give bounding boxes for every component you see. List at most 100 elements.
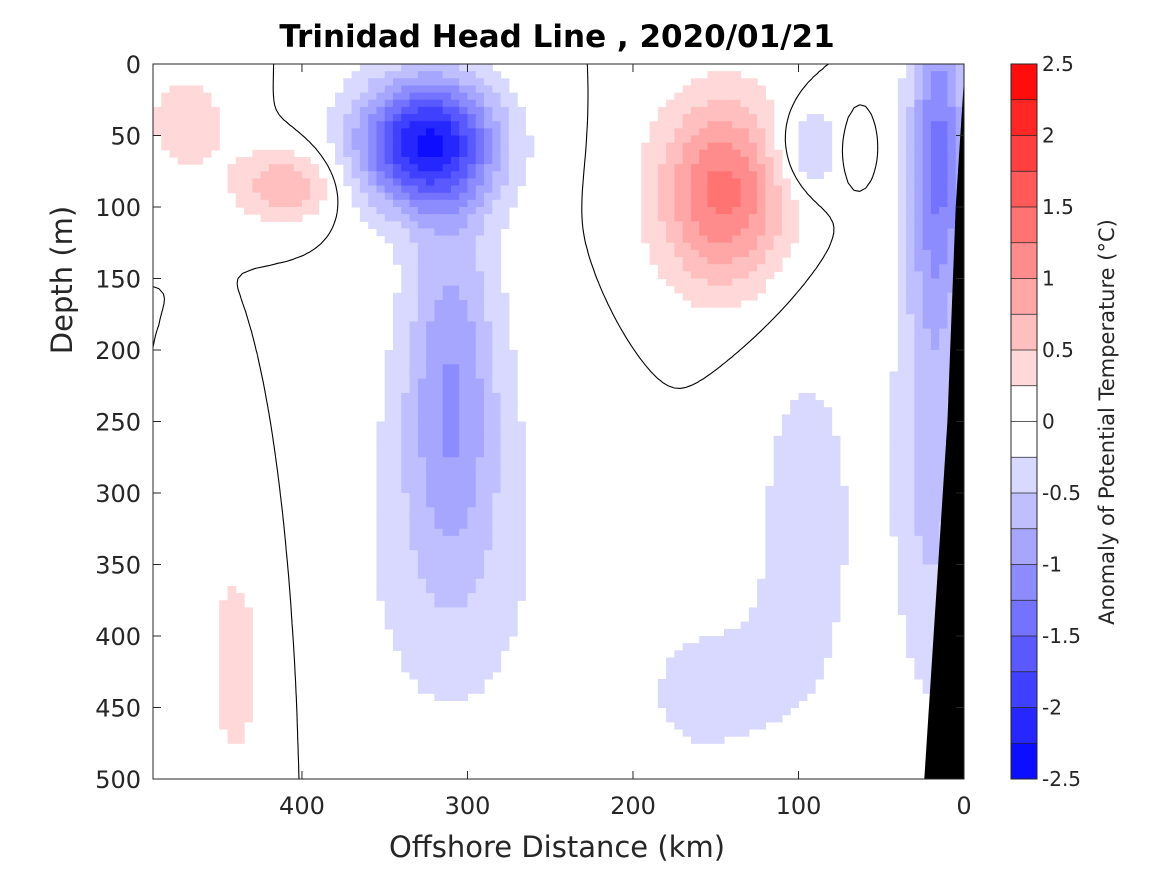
anomaly-cell — [442, 593, 452, 601]
anomaly-cell — [401, 307, 411, 315]
anomaly-cell — [666, 714, 675, 723]
anomaly-cell — [914, 292, 924, 301]
anomaly-cell — [748, 128, 758, 137]
anomaly-cell — [450, 693, 460, 701]
anomaly-cell — [823, 493, 833, 501]
anomaly-cell — [409, 350, 419, 358]
anomaly-cell — [426, 643, 435, 651]
anomaly-cell — [740, 85, 750, 94]
anomaly-cell — [641, 199, 651, 208]
anomaly-cell — [450, 407, 460, 415]
anomaly-cell — [930, 335, 940, 344]
anomaly-cell — [740, 657, 750, 666]
anomaly-cell — [939, 450, 949, 458]
anomaly-cell — [748, 650, 758, 659]
anomaly-cell — [781, 521, 791, 530]
anomaly-cell — [798, 392, 808, 401]
anomaly-cell — [939, 64, 949, 72]
anomaly-cell — [815, 650, 824, 659]
anomaly-cell — [922, 207, 932, 215]
anomaly-cell — [492, 292, 502, 301]
anomaly-cell — [930, 328, 940, 337]
anomaly-cell — [790, 700, 800, 709]
anomaly-cell — [235, 600, 245, 608]
anomaly-cell — [724, 686, 733, 694]
anomaly-cell — [434, 292, 444, 301]
anomaly-cell — [492, 550, 502, 558]
anomaly-cell — [384, 71, 394, 79]
anomaly-cell — [914, 421, 924, 430]
anomaly-cell — [417, 400, 427, 408]
anomaly-cell — [922, 557, 932, 566]
anomaly-cell — [359, 207, 369, 215]
anomaly-cell — [409, 271, 419, 280]
anomaly-cell — [699, 249, 709, 258]
anomaly-cell — [897, 156, 907, 165]
anomaly-cell — [773, 543, 783, 551]
colorbar-tick-label: 2 — [1042, 124, 1055, 148]
anomaly-cell — [732, 207, 742, 215]
anomaly-cell — [492, 521, 502, 530]
anomaly-cell — [922, 178, 932, 187]
anomaly-cell — [906, 614, 915, 623]
anomaly-cell — [384, 621, 394, 630]
anomaly-cell — [219, 657, 229, 666]
anomaly-cell — [450, 621, 460, 630]
anomaly-cell — [690, 678, 700, 687]
anomaly-cell — [401, 299, 411, 308]
anomaly-cell — [442, 214, 452, 222]
anomaly-cell — [715, 686, 725, 694]
anomaly-cell — [492, 564, 502, 573]
anomaly-cell — [467, 185, 477, 194]
anomaly-cell — [434, 228, 444, 237]
anomaly-cell — [773, 714, 783, 723]
anomaly-cell — [376, 428, 386, 437]
anomaly-cell — [757, 185, 766, 194]
anomaly-cell — [765, 142, 775, 151]
anomaly-cell — [930, 78, 940, 87]
anomaly-cell — [897, 435, 907, 444]
anomaly-cell — [906, 628, 915, 637]
anomaly-cell — [417, 385, 427, 394]
anomaly-cell — [417, 121, 427, 129]
anomaly-cell — [318, 178, 328, 187]
anomaly-cell — [930, 278, 940, 287]
anomaly-cell — [161, 128, 171, 137]
anomaly-cell — [955, 121, 964, 129]
anomaly-cell — [301, 185, 311, 194]
anomaly-cell — [194, 92, 204, 101]
anomaly-cell — [517, 543, 526, 551]
anomaly-cell — [930, 378, 940, 387]
anomaly-cell — [417, 92, 427, 101]
anomaly-cell — [732, 185, 742, 194]
anomaly-cell — [690, 85, 700, 94]
anomaly-cell — [831, 564, 841, 573]
anomaly-cell — [525, 149, 535, 158]
anomaly-cell — [475, 185, 485, 194]
anomaly-cell — [914, 278, 924, 287]
anomaly-cell — [955, 92, 964, 101]
anomaly-cell — [947, 199, 957, 208]
anomaly-cell — [699, 207, 709, 215]
anomaly-cell — [897, 149, 907, 158]
anomaly-cell — [475, 557, 485, 566]
anomaly-cell — [806, 657, 816, 666]
anomaly-cell — [392, 350, 402, 358]
anomaly-cell — [426, 242, 435, 251]
anomaly-cell — [724, 278, 733, 287]
anomaly-cell — [748, 171, 758, 179]
anomaly-cell — [434, 664, 444, 673]
anomaly-cell — [790, 221, 800, 230]
anomaly-cell — [823, 149, 833, 158]
anomaly-cell — [922, 571, 932, 580]
anomaly-cell — [914, 314, 924, 322]
anomaly-cell — [467, 521, 477, 530]
anomaly-cell — [459, 543, 469, 551]
anomaly-cell — [922, 149, 932, 158]
anomaly-cell — [732, 171, 742, 179]
anomaly-cell — [392, 643, 402, 651]
anomaly-cell — [227, 600, 237, 608]
anomaly-cell — [434, 257, 444, 265]
anomaly-cell — [260, 164, 270, 172]
anomaly-cell — [252, 149, 262, 158]
